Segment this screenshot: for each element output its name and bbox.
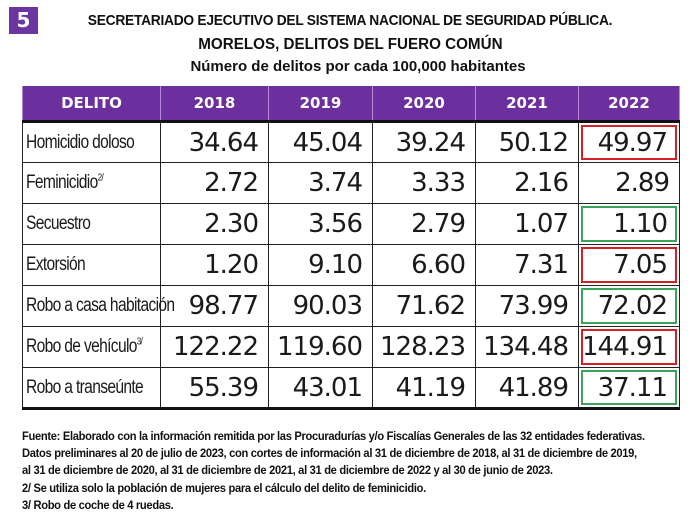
footnote-2: 2/ Se utiliza solo la población de mujer… xyxy=(22,480,426,495)
table-row: Robo a casa habitación 98.77 90.03 71.62 73.… xyxy=(22,285,680,327)
value-cell-2021: 1.07 xyxy=(475,203,579,245)
table-body: Homicidio doloso 34.64 45.04 39.24 50.12 49.9… xyxy=(22,121,680,410)
section-number-badge: 5 xyxy=(9,7,38,34)
value-cell-2019: 45.04 xyxy=(268,121,373,163)
value-cell-2021: 73.99 xyxy=(475,285,579,327)
decrease-highlight-box: 37.11 xyxy=(581,370,677,405)
value-cell-2019: 119.60 xyxy=(268,326,373,368)
value-cell-2022: 7.05 xyxy=(578,244,680,286)
value-cell-2018: 98.77 xyxy=(160,285,269,327)
footnote-marker: 2/ xyxy=(97,172,104,184)
delito-label: Homicidio doloso xyxy=(26,131,135,153)
value-cell-2018: 2.72 xyxy=(160,162,269,204)
footnote-3: 3/ Robo de coche de 4 ruedas. xyxy=(22,497,174,512)
delito-cell: Robo a transeúnte xyxy=(22,367,161,410)
footnote-dates-cont: al 31 de diciembre de 2020, al 31 de dic… xyxy=(22,463,553,478)
delito-label: Feminicidio2/ xyxy=(26,172,104,194)
decrease-highlight-box: 72.02 xyxy=(581,288,677,324)
table-row: Homicidio doloso 34.64 45.04 39.24 50.12 49.9… xyxy=(22,121,680,163)
value-cell-2020: 128.23 xyxy=(372,326,476,368)
value-cell-2019: 90.03 xyxy=(268,285,373,327)
footnote-marker: 3/ xyxy=(136,336,143,348)
value-cell-2021: 2.16 xyxy=(475,162,579,204)
column-header-2019: 2019 xyxy=(268,86,373,123)
delito-label: Secuestro xyxy=(26,213,91,234)
value-cell-2020: 6.60 xyxy=(372,244,476,286)
value-cell-2018: 122.22 xyxy=(160,326,269,368)
delito-text: Robo de vehículo xyxy=(26,336,137,357)
value-cell-2020: 2.79 xyxy=(372,203,476,245)
value-cell-2018: 2.30 xyxy=(160,203,269,245)
table-header-row: DELITO 2018 2019 2020 2021 2022 xyxy=(22,86,680,123)
increase-highlight-box: 7.05 xyxy=(581,247,677,283)
value-cell-2022: 72.02 xyxy=(578,285,680,327)
value-cell-2022: 1.10 xyxy=(578,203,680,245)
decrease-highlight-box: 1.10 xyxy=(581,206,677,242)
column-header-2022: 2022 xyxy=(578,86,680,123)
footnote-dates: Datos preliminares al 20 de julio de 202… xyxy=(22,446,637,461)
value-cell-2019: 43.01 xyxy=(268,367,373,410)
value-cell-2022: 144.91 xyxy=(578,326,680,368)
table-row: Secuestro 2.30 3.56 2.79 1.07 1.10 xyxy=(22,203,680,245)
delito-label: Extorsión xyxy=(26,254,86,275)
value-cell-2022: 49.97 xyxy=(578,121,680,163)
value-cell-2019: 9.10 xyxy=(268,244,373,286)
delito-cell: Robo a casa habitación xyxy=(22,285,175,327)
value-cell-2020: 39.24 xyxy=(372,121,476,163)
column-header-2018: 2018 xyxy=(160,86,269,123)
value-cell-2020: 41.19 xyxy=(372,367,476,410)
column-header-2021: 2021 xyxy=(475,86,579,123)
value-cell-2021: 41.89 xyxy=(475,367,579,410)
value-cell-2021: 134.48 xyxy=(475,326,579,368)
report-title: SECRETARIADO EJECUTIVO DEL SISTEMA NACIO… xyxy=(87,12,613,29)
report-subtitle-state: MORELOS, DELITOS DEL FUERO COMÚN xyxy=(198,36,503,53)
table-row: Robo de vehículo3/122.22 119.60 128.23 134.… xyxy=(22,326,680,368)
delito-cell: Robo de vehículo3/ xyxy=(22,326,161,368)
increase-highlight-box: 49.97 xyxy=(581,125,677,160)
delito-cell: Feminicidio2/ xyxy=(22,162,161,204)
value-cell-2020: 3.33 xyxy=(372,162,476,204)
value-cell-2018: 55.39 xyxy=(160,367,269,410)
footnotes: Fuente: Elaborado con la información rem… xyxy=(22,428,692,514)
crime-rate-table: DELITO 2018 2019 2020 2021 2022 Homicidi… xyxy=(22,86,680,410)
table-row: Robo a transeúnte 55.39 43.01 41.19 41.89 37.… xyxy=(22,367,680,410)
delito-label: Robo a transeúnte xyxy=(26,376,144,398)
delito-label: Robo de vehículo3/ xyxy=(26,336,143,358)
value-cell-2020: 71.62 xyxy=(372,285,476,327)
delito-text: Feminicidio xyxy=(26,172,98,193)
delito-label: Robo a casa habitación xyxy=(26,295,175,316)
value-cell-2018: 34.64 xyxy=(160,121,269,163)
footnote-source: Fuente: Elaborado con la información rem… xyxy=(22,429,645,443)
value-cell-2021: 7.31 xyxy=(475,244,579,286)
delito-cell: Homicidio doloso xyxy=(22,121,161,163)
column-header-delito: DELITO xyxy=(22,86,161,123)
table-row: Feminicidio2/2.72 3.74 3.33 2.16 2.89 xyxy=(22,162,680,204)
value-cell-2018: 1.20 xyxy=(160,244,269,286)
increase-highlight-box: 144.91 xyxy=(581,329,677,365)
value-cell-2019: 3.56 xyxy=(268,203,373,245)
column-header-2020: 2020 xyxy=(372,86,476,123)
value-cell-2019: 3.74 xyxy=(268,162,373,204)
value-cell-2022: 2.89 xyxy=(578,162,680,204)
report-rate-description: Número de delitos por cada 100,000 habit… xyxy=(190,58,526,75)
value-cell-2021: 50.12 xyxy=(475,121,579,163)
delito-cell: Extorsión xyxy=(22,244,161,286)
table-row: Extorsión 1.20 9.10 6.60 7.31 7.05 xyxy=(22,244,680,286)
delito-cell: Secuestro xyxy=(22,203,161,245)
value-cell-2022: 37.11 xyxy=(578,367,680,410)
